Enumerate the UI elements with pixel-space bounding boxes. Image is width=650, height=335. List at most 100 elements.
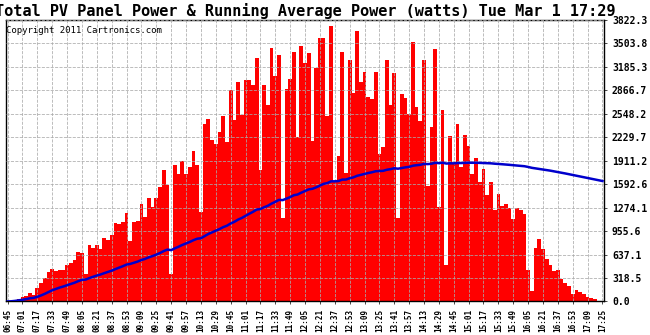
Bar bbox=[181, 161, 184, 302]
Bar bbox=[486, 195, 489, 302]
Bar bbox=[129, 241, 132, 302]
Bar bbox=[140, 204, 143, 302]
Bar bbox=[225, 142, 229, 302]
Bar bbox=[292, 52, 296, 302]
Bar bbox=[58, 270, 62, 302]
Bar bbox=[575, 290, 578, 302]
Bar bbox=[259, 171, 262, 302]
Bar bbox=[73, 261, 76, 302]
Bar bbox=[43, 278, 47, 302]
Bar bbox=[255, 58, 259, 302]
Bar bbox=[244, 79, 248, 302]
Bar bbox=[445, 265, 448, 302]
Bar bbox=[54, 271, 58, 302]
Bar bbox=[482, 169, 486, 302]
Bar bbox=[251, 85, 255, 302]
Bar bbox=[236, 82, 240, 302]
Bar bbox=[508, 208, 512, 302]
Bar bbox=[374, 72, 378, 302]
Bar bbox=[504, 204, 508, 302]
Bar bbox=[13, 300, 17, 302]
Bar bbox=[210, 140, 214, 302]
Bar bbox=[132, 222, 136, 302]
Bar bbox=[378, 154, 382, 302]
Bar bbox=[188, 167, 192, 302]
Bar bbox=[389, 105, 393, 302]
Bar bbox=[408, 115, 411, 302]
Bar bbox=[448, 136, 452, 302]
Bar bbox=[233, 120, 236, 302]
Bar bbox=[597, 300, 601, 302]
Bar bbox=[341, 52, 344, 302]
Bar bbox=[300, 47, 303, 302]
Bar bbox=[262, 85, 266, 302]
Bar bbox=[28, 293, 32, 302]
Bar bbox=[103, 238, 106, 302]
Bar bbox=[32, 295, 36, 302]
Bar bbox=[344, 173, 348, 302]
Bar bbox=[519, 210, 523, 302]
Bar bbox=[590, 298, 593, 302]
Bar bbox=[222, 116, 225, 302]
Bar bbox=[497, 194, 500, 302]
Bar bbox=[47, 272, 50, 302]
Bar bbox=[69, 263, 73, 302]
Bar bbox=[289, 79, 292, 302]
Bar bbox=[348, 60, 352, 302]
Bar bbox=[493, 210, 497, 302]
Bar bbox=[526, 270, 530, 302]
Bar bbox=[166, 186, 169, 302]
Bar bbox=[474, 158, 478, 302]
Bar bbox=[404, 97, 408, 302]
Bar bbox=[434, 49, 437, 302]
Bar bbox=[84, 274, 88, 302]
Bar bbox=[500, 206, 504, 302]
Bar bbox=[266, 105, 270, 302]
Bar bbox=[281, 218, 285, 302]
Bar bbox=[296, 137, 300, 302]
Bar bbox=[422, 61, 426, 302]
Bar bbox=[370, 99, 374, 302]
Bar bbox=[177, 174, 181, 302]
Bar bbox=[385, 60, 389, 302]
Bar bbox=[415, 108, 419, 302]
Bar bbox=[560, 279, 564, 302]
Bar bbox=[229, 90, 233, 302]
Title: Total PV Panel Power & Running Average Power (watts) Tue Mar 1 17:29: Total PV Panel Power & Running Average P… bbox=[0, 3, 616, 19]
Bar bbox=[285, 89, 289, 302]
Bar bbox=[24, 296, 28, 302]
Bar bbox=[489, 183, 493, 302]
Bar bbox=[240, 115, 244, 302]
Bar bbox=[582, 294, 586, 302]
Bar bbox=[359, 82, 363, 302]
Bar bbox=[158, 187, 162, 302]
Bar bbox=[143, 217, 147, 302]
Bar bbox=[400, 93, 404, 302]
Bar bbox=[441, 110, 445, 302]
Bar bbox=[76, 252, 80, 302]
Bar bbox=[121, 222, 125, 302]
Bar bbox=[184, 174, 188, 302]
Bar bbox=[567, 286, 571, 302]
Bar bbox=[538, 239, 541, 302]
Bar bbox=[363, 72, 367, 302]
Bar bbox=[564, 283, 567, 302]
Bar bbox=[315, 68, 318, 302]
Bar bbox=[523, 214, 526, 302]
Bar bbox=[162, 170, 166, 302]
Bar bbox=[456, 124, 460, 302]
Bar bbox=[352, 93, 355, 302]
Bar bbox=[39, 283, 43, 302]
Bar bbox=[578, 292, 582, 302]
Bar bbox=[125, 213, 129, 302]
Bar bbox=[147, 198, 151, 302]
Bar bbox=[136, 221, 140, 302]
Bar bbox=[545, 259, 549, 302]
Bar bbox=[50, 269, 54, 302]
Bar bbox=[274, 76, 277, 302]
Bar bbox=[333, 182, 337, 302]
Bar bbox=[21, 297, 24, 302]
Bar bbox=[552, 271, 556, 302]
Bar bbox=[303, 63, 307, 302]
Bar bbox=[326, 116, 329, 302]
